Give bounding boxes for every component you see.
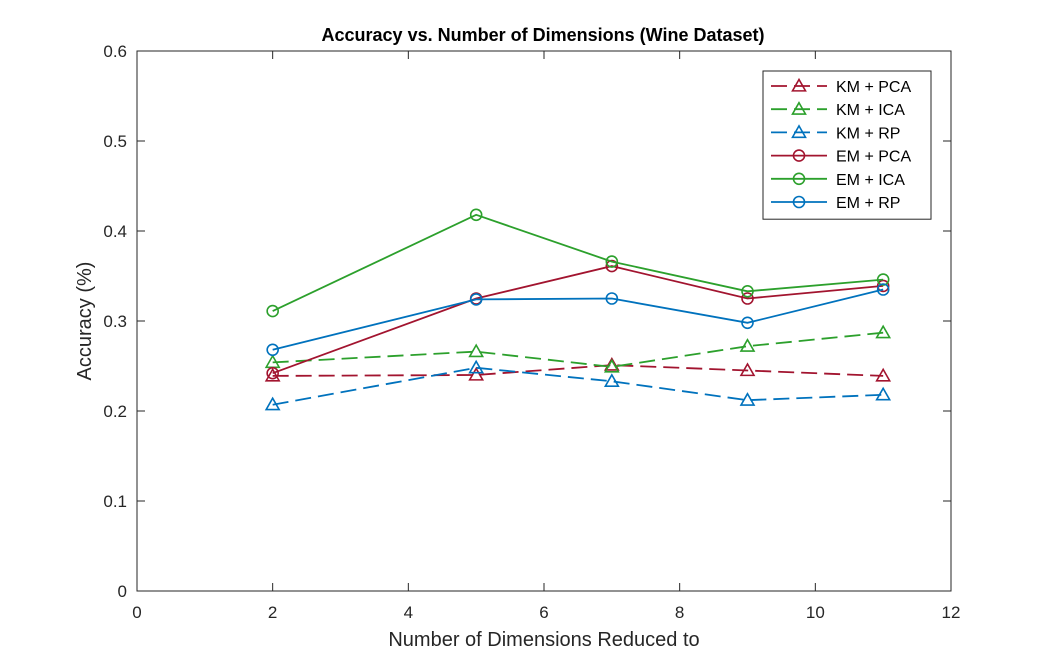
y-tick-label: 0.5 (103, 132, 127, 151)
data-point (605, 255, 619, 268)
data-point (468, 359, 485, 374)
series-line (272, 364, 884, 377)
data-point (266, 304, 279, 318)
data-point (741, 316, 754, 330)
legend-entry: KM + RP (771, 124, 900, 142)
data-point (876, 283, 890, 296)
series-km-pca (264, 356, 892, 382)
data-point (603, 373, 620, 387)
data-point (739, 392, 756, 406)
series-em-ica (266, 208, 890, 318)
legend-label: EM + RP (836, 195, 900, 212)
data-point (876, 273, 890, 286)
legend-label: KM + ICA (836, 102, 905, 119)
data-point (741, 292, 754, 305)
data-point (468, 343, 485, 358)
series-line (272, 288, 884, 351)
y-tick-label: 0 (118, 582, 127, 601)
series-layer (264, 208, 892, 411)
series-em-rp (266, 283, 890, 357)
data-point (469, 293, 483, 306)
y-axis-label: Accuracy (%) (74, 262, 96, 381)
legend-label: EM + ICA (836, 172, 905, 189)
legend-entry: EM + RP (771, 195, 900, 212)
legend-label: KM + RP (836, 125, 900, 142)
series-line (272, 265, 884, 375)
x-tick-label: 4 (404, 603, 413, 622)
y-tick-label: 0.6 (103, 42, 127, 61)
legend-entry: EM + ICA (771, 172, 905, 189)
legend-marker (792, 149, 806, 162)
data-point (603, 356, 620, 371)
legend-entry: KM + ICA (771, 101, 905, 119)
legend-marker (792, 172, 806, 186)
data-point (739, 338, 756, 352)
data-point (468, 366, 485, 381)
x-tick-label: 2 (268, 603, 277, 622)
data-point (605, 259, 619, 273)
series-line (272, 213, 884, 312)
y-axis: 0 0.1 0.2 0.3 0.4 0.5 0.6 (103, 42, 951, 601)
data-point (266, 366, 279, 380)
data-point (605, 292, 619, 305)
x-tick-label: 10 (806, 603, 825, 622)
data-point (264, 367, 281, 382)
x-tick-label: 0 (132, 603, 141, 622)
legend-box (762, 70, 932, 220)
x-axis-label: Number of Dimensions Reduced to (388, 629, 699, 651)
legend-entry: KM + PCA (771, 77, 911, 96)
data-point (739, 362, 756, 377)
x-axis: 0 2 4 6 8 10 12 (132, 51, 960, 622)
x-tick-label: 6 (539, 603, 548, 622)
y-tick-label: 0.1 (103, 492, 127, 511)
x-tick-label: 12 (942, 603, 961, 622)
data-point (875, 367, 892, 382)
x-tick-label: 8 (675, 603, 684, 622)
legend-marker (791, 101, 807, 115)
legend-label: EM + PCA (836, 149, 911, 166)
legend-label: KM + PCA (836, 79, 911, 96)
legend-entry: EM + PCA (771, 149, 911, 166)
y-tick-label: 0.3 (103, 312, 127, 331)
legend-marker (791, 124, 807, 139)
data-point (264, 396, 281, 411)
data-point (741, 284, 754, 298)
y-tick-label: 0.2 (103, 402, 127, 421)
y-tick-label: 0.4 (103, 222, 127, 241)
series-km-rp (264, 359, 892, 411)
data-point (469, 208, 483, 222)
data-point (875, 324, 892, 339)
data-point (603, 358, 620, 373)
legend-marker (792, 195, 806, 209)
data-point (266, 343, 279, 357)
legend-marker (791, 77, 807, 92)
chart-title: Accuracy vs. Number of Dimensions (Wine … (322, 25, 765, 45)
data-point (875, 386, 892, 401)
legend: KM + PCA KM + ICA KM + RP EM + PCA EM + ICA E… (762, 70, 932, 220)
